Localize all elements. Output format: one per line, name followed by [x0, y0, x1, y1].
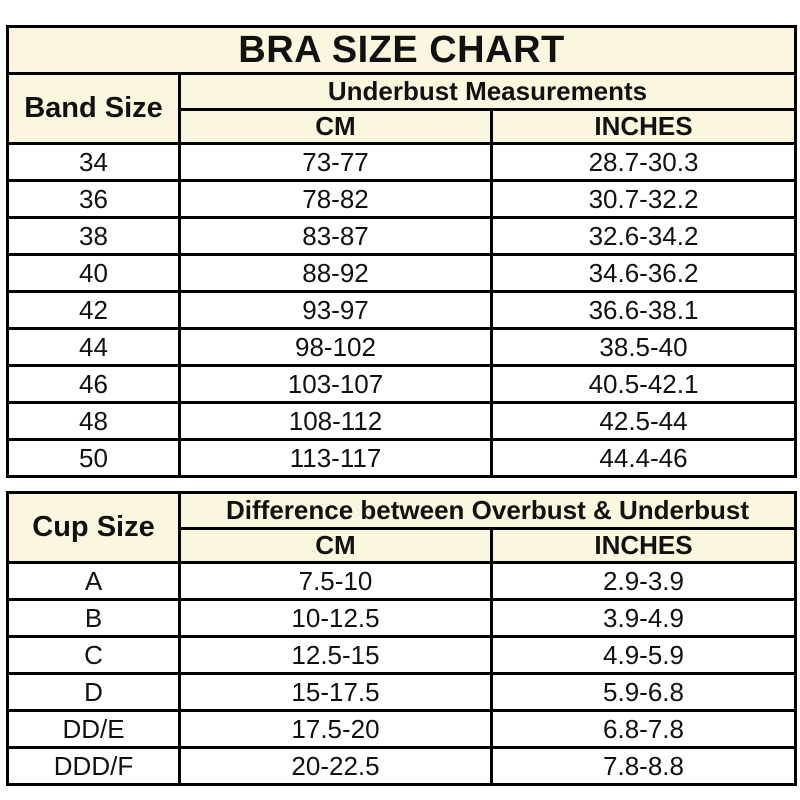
table-row: 46 103-107 40.5-42.1: [6, 364, 797, 404]
cup-size-table-body: A 7.5-10 2.9-3.9 B 10-12.5 3.9-4.9 C 12.5-15 4.9…: [6, 561, 797, 786]
cm-cell: 7.5-10: [178, 561, 493, 601]
inches-cell: 2.9-3.9: [490, 561, 797, 601]
inches-cell: 32.6-34.2: [490, 216, 797, 256]
table-row: D 15-17.5 5.9-6.8: [6, 672, 797, 712]
band-cm-header: CM: [178, 108, 493, 145]
table-row: A 7.5-10 2.9-3.9: [6, 561, 797, 601]
size-cell: 38: [6, 216, 181, 256]
cm-cell: 103-107: [178, 364, 493, 404]
cm-cell: 113-117: [178, 438, 493, 478]
inches-cell: 6.8-7.8: [490, 709, 797, 749]
unit-header-row: CM INCHES: [8, 108, 797, 145]
cm-cell: 10-12.5: [178, 598, 493, 638]
cm-cell: 93-97: [178, 290, 493, 330]
cm-cell: 88-92: [178, 253, 493, 293]
cm-cell: 73-77: [178, 142, 493, 182]
cm-cell: 98-102: [178, 327, 493, 367]
table-row: C 12.5-15 4.9-5.9: [6, 635, 797, 675]
band-size-table: BRA SIZE CHART Band Size Underbust Measu…: [6, 25, 797, 478]
size-cell: D: [6, 672, 181, 712]
difference-overbust-underbust-header: Difference between Overbust & Underbust: [178, 491, 797, 530]
band-inches-header: INCHES: [490, 108, 797, 145]
page-title: BRA SIZE CHART: [6, 25, 797, 75]
table-row: 40 88-92 34.6-36.2: [6, 253, 797, 293]
inches-cell: 3.9-4.9: [490, 598, 797, 638]
inches-cell: 5.9-6.8: [490, 672, 797, 712]
table-row: 42 93-97 36.6-38.1: [6, 290, 797, 330]
table-row: 38 83-87 32.6-34.2: [6, 216, 797, 256]
inches-cell: 42.5-44: [490, 401, 797, 441]
table-row: 44 98-102 38.5-40: [6, 327, 797, 367]
size-cell: 34: [6, 142, 181, 182]
cup-size-table: Cup Size Difference between Overbust & U…: [6, 491, 797, 786]
size-cell: 42: [6, 290, 181, 330]
cm-cell: 83-87: [178, 216, 493, 256]
group-header-row: Cup Size Difference between Overbust & U…: [6, 491, 797, 564]
table-row: DD/E 17.5-20 6.8-7.8: [6, 709, 797, 749]
table-row: 36 78-82 30.7-32.2: [6, 179, 797, 219]
cm-cell: 108-112: [178, 401, 493, 441]
band-size-table-body: 34 73-77 28.7-30.3 36 78-82 30.7-32.2 38 83-87 3…: [6, 142, 797, 478]
inches-cell: 28.7-30.3: [490, 142, 797, 182]
inches-cell: 44.4-46: [490, 438, 797, 478]
inches-cell: 30.7-32.2: [490, 179, 797, 219]
cm-cell: 15-17.5: [178, 672, 493, 712]
size-cell: 36: [6, 179, 181, 219]
inches-cell: 36.6-38.1: [490, 290, 797, 330]
cup-cm-header: CM: [178, 527, 493, 564]
cm-cell: 20-22.5: [178, 746, 493, 786]
cm-cell: 12.5-15: [178, 635, 493, 675]
unit-header-row: CM INCHES: [8, 527, 797, 564]
cm-cell: 78-82: [178, 179, 493, 219]
cup-size-header: Cup Size: [6, 491, 181, 564]
size-cell: 44: [6, 327, 181, 367]
size-cell: 48: [6, 401, 181, 441]
underbust-measurements-header: Underbust Measurements: [178, 72, 797, 111]
table-row: DDD/F 20-22.5 7.8-8.8: [6, 746, 797, 786]
inches-cell: 38.5-40: [490, 327, 797, 367]
size-cell: 46: [6, 364, 181, 404]
table-row: B 10-12.5 3.9-4.9: [6, 598, 797, 638]
table-row: 50 113-117 44.4-46: [6, 438, 797, 478]
inches-cell: 4.9-5.9: [490, 635, 797, 675]
band-size-header: Band Size: [6, 72, 181, 145]
size-cell: 40: [6, 253, 181, 293]
table-row: 34 73-77 28.7-30.3: [6, 142, 797, 182]
inches-cell: 40.5-42.1: [490, 364, 797, 404]
cup-inches-header: INCHES: [490, 527, 797, 564]
size-cell: 50: [6, 438, 181, 478]
inches-cell: 34.6-36.2: [490, 253, 797, 293]
inches-cell: 7.8-8.8: [490, 746, 797, 786]
size-cell: A: [6, 561, 181, 601]
title-row: BRA SIZE CHART: [6, 25, 797, 75]
cm-cell: 17.5-20: [178, 709, 493, 749]
size-cell: DD/E: [6, 709, 181, 749]
size-cell: DDD/F: [6, 746, 181, 786]
group-header-row: Band Size Underbust Measurements: [6, 72, 797, 145]
table-row: 48 108-112 42.5-44: [6, 401, 797, 441]
size-cell: B: [6, 598, 181, 638]
size-cell: C: [6, 635, 181, 675]
